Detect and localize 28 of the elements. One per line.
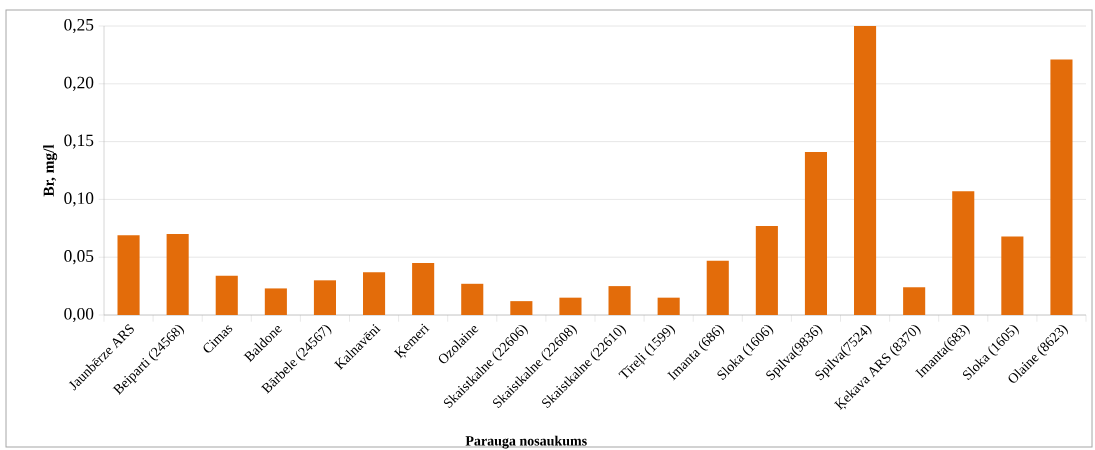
bar — [117, 235, 140, 315]
bar — [952, 191, 975, 315]
bar — [706, 260, 729, 315]
bar — [264, 288, 287, 315]
bar — [166, 234, 189, 315]
bar — [412, 262, 435, 315]
bar — [313, 280, 336, 315]
bar — [804, 152, 828, 315]
bar — [1050, 59, 1073, 315]
bar — [903, 287, 926, 315]
y-tick-label: 0,15 — [64, 134, 94, 149]
bar — [608, 286, 631, 315]
bar — [510, 301, 533, 315]
bar — [854, 26, 877, 315]
bar — [215, 275, 238, 315]
y-tick-label: 0,00 — [64, 307, 94, 323]
bar — [1001, 236, 1024, 315]
y-tick-label: 0,25 — [64, 18, 94, 34]
bar — [363, 272, 386, 315]
bar — [657, 297, 680, 315]
bar — [559, 297, 582, 315]
y-tick-label: 0,05 — [64, 250, 94, 265]
y-tick-label: 0,10 — [64, 192, 94, 207]
bar — [461, 283, 484, 315]
y-tick-label: 0,20 — [64, 76, 94, 91]
y-axis-title: Br, mg/l — [43, 144, 58, 197]
bar — [755, 225, 778, 315]
x-axis-title: Parauga nosaukums — [465, 435, 587, 449]
